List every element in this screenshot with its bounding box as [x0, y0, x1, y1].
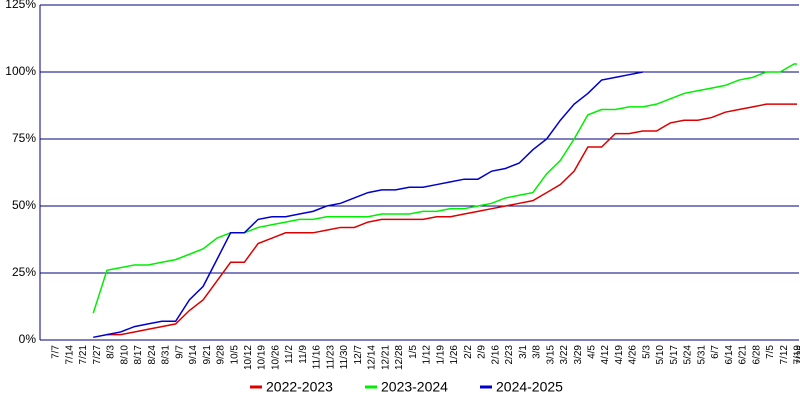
x-tick-label: 4/12 [600, 345, 611, 365]
x-tick-label: 5/31 [696, 345, 707, 365]
x-tick-label: 6/14 [724, 345, 735, 365]
x-tick-label: 8/31 [161, 345, 172, 365]
x-tick-label: 3/29 [573, 345, 584, 365]
x-tick-label: 3/8 [532, 345, 543, 359]
y-tick-label: 75% [12, 131, 36, 145]
x-tick-label: 7/19 [793, 345, 800, 365]
x-tick-label: 1/5 [408, 345, 419, 359]
x-tick-label: 1/26 [449, 345, 460, 365]
x-tick-label: 11/2 [284, 345, 295, 364]
x-tick-label: 10/5 [229, 345, 240, 365]
x-tick-label: 7/14 [64, 345, 75, 365]
x-tick-label: 8/3 [106, 345, 117, 359]
x-tick-label: 3/22 [559, 345, 570, 365]
x-tick-label: 12/7 [353, 345, 364, 365]
x-tick-label: 10/12 [243, 345, 254, 370]
x-tick-label: 10/19 [257, 345, 268, 370]
x-tick-label: 2/2 [463, 345, 474, 359]
x-tick-label: 5/24 [683, 345, 694, 365]
legend-label: 2022-2023 [266, 379, 333, 395]
x-tick-label: 12/14 [367, 345, 378, 370]
legend-label: 2023-2024 [381, 379, 448, 395]
x-tick-label: 9/7 [174, 345, 185, 359]
x-tick-label: 5/3 [641, 345, 652, 359]
x-tick-label: 11/9 [298, 345, 309, 364]
x-tick-label: 12/28 [394, 345, 405, 370]
x-tick-label: 4/26 [628, 345, 639, 365]
x-tick-label: 6/21 [738, 345, 749, 365]
y-tick-label: 100% [5, 64, 36, 78]
x-tick-label: 7/5 [765, 345, 776, 359]
x-tick-label: 5/17 [669, 345, 680, 365]
x-tick-label: 6/7 [710, 345, 721, 359]
x-tick-label: 7/27 [92, 345, 103, 365]
x-tick-label: 9/28 [216, 345, 227, 365]
x-tick-label: 4/19 [614, 345, 625, 365]
series-line [106, 103, 797, 336]
x-tick-label: 2/9 [477, 345, 488, 359]
x-tick-label: 7/26 [796, 345, 800, 365]
x-tick-label: 12/21 [380, 345, 391, 370]
x-tick-label: 8/17 [133, 345, 144, 365]
x-tick-label: 9/14 [188, 345, 199, 365]
x-tick-label: 8/10 [119, 345, 130, 365]
x-tick-label: 3/1 [518, 345, 529, 359]
x-tick-label: 11/23 [325, 345, 336, 370]
x-tick-label: 10/26 [270, 345, 281, 370]
x-tick-label: 11/16 [312, 345, 323, 370]
x-tick-label: 2/23 [504, 345, 515, 365]
x-tick-label: 9/21 [202, 345, 213, 365]
x-tick-label: 5/10 [655, 345, 666, 365]
x-tick-label: 11/30 [339, 345, 350, 370]
y-tick-label: 25% [12, 265, 36, 279]
x-tick-label: 7/12 [779, 345, 790, 365]
x-tick-label: 7/21 [78, 345, 89, 365]
x-tick-label: 2/16 [490, 345, 501, 365]
x-tick-label: 6/28 [751, 345, 762, 365]
legend-label: 2024-2025 [496, 379, 563, 395]
x-tick-label: 1/19 [435, 345, 446, 365]
y-tick-label: 125% [5, 0, 36, 11]
series-line [93, 71, 643, 339]
y-tick-label: 0% [19, 332, 37, 346]
series-line [92, 63, 797, 314]
x-tick-label: 8/24 [147, 345, 158, 365]
y-tick-label: 50% [12, 198, 36, 212]
x-tick-label: 4/5 [587, 345, 598, 359]
x-tick-label: 7/7 [51, 345, 62, 359]
x-tick-label: 3/15 [545, 345, 556, 365]
x-tick-label: 1/12 [422, 345, 433, 365]
